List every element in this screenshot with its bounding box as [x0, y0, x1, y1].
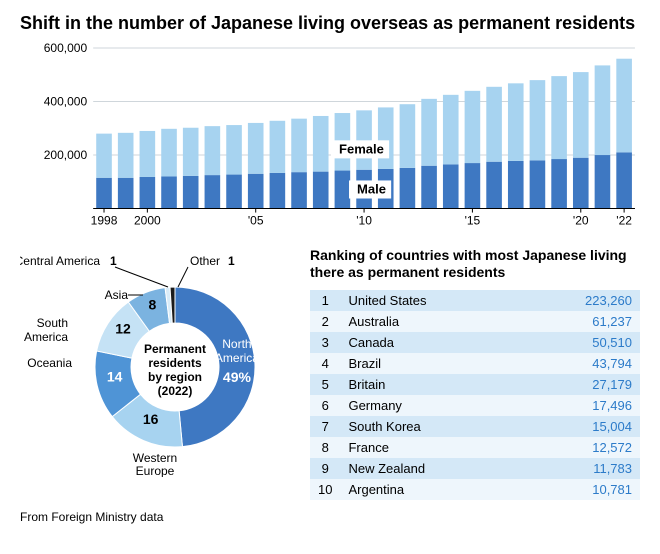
rank-cell: 8: [310, 437, 340, 458]
svg-text:12: 12: [115, 320, 131, 336]
svg-text:600,000: 600,000: [44, 43, 88, 55]
table-row: 8 France 12,572: [310, 437, 640, 458]
country-cell: United States: [340, 290, 560, 311]
svg-text:'22: '22: [616, 213, 632, 227]
svg-text:Permanent: Permanent: [144, 342, 206, 356]
ranking-table-area: Ranking of countries with most Japanese …: [310, 247, 640, 500]
svg-text:(2022): (2022): [158, 384, 193, 398]
svg-text:Male: Male: [357, 181, 386, 196]
rank-cell: 4: [310, 353, 340, 374]
svg-text:49%: 49%: [223, 369, 252, 385]
table-row: 5 Britain 27,179: [310, 374, 640, 395]
country-cell: Australia: [340, 311, 560, 332]
svg-text:1: 1: [110, 254, 117, 268]
rank-cell: 2: [310, 311, 340, 332]
svg-text:South: South: [37, 316, 68, 330]
svg-text:by region: by region: [148, 370, 202, 384]
svg-text:'20: '20: [573, 213, 589, 227]
svg-text:North: North: [222, 337, 251, 351]
value-cell: 27,179: [560, 374, 640, 395]
svg-text:200,000: 200,000: [44, 148, 88, 162]
svg-text:America: America: [24, 330, 68, 344]
ranking-title: Ranking of countries with most Japanese …: [310, 247, 640, 282]
svg-text:Oceania: Oceania: [27, 356, 72, 370]
svg-text:Europe: Europe: [136, 464, 175, 477]
page-title: Shift in the number of Japanese living o…: [20, 12, 640, 35]
rank-cell: 10: [310, 479, 340, 500]
svg-text:residents: residents: [148, 356, 202, 370]
country-cell: Germany: [340, 395, 560, 416]
value-cell: 11,783: [560, 458, 640, 479]
rank-cell: 5: [310, 374, 340, 395]
lower-row: Permanentresidentsby region(2022) 49% Nort…: [20, 247, 640, 500]
svg-text:Other: Other: [190, 254, 220, 268]
value-cell: 10,781: [560, 479, 640, 500]
table-row: 1 United States 223,260: [310, 290, 640, 311]
ranking-table: 1 United States 223,260 2 Australia 61,2…: [310, 290, 640, 500]
svg-text:America: America: [215, 351, 259, 365]
rank-cell: 3: [310, 332, 340, 353]
rank-cell: 7: [310, 416, 340, 437]
country-cell: Brazil: [340, 353, 560, 374]
bar-chart-svg: 200,000 400,000 600,000 1998 2000 '05 '10 '15 '2…: [38, 43, 640, 234]
rank-cell: 6: [310, 395, 340, 416]
svg-text:'10: '10: [356, 213, 372, 227]
value-cell: 50,510: [560, 332, 640, 353]
svg-text:Central America: Central America: [20, 254, 100, 268]
bar-chart: 200,000 400,000 600,000 1998 2000 '05 '10 '15 '2…: [38, 43, 640, 233]
infographic-container: Shift in the number of Japanese living o…: [0, 0, 660, 532]
svg-text:'15: '15: [465, 213, 481, 227]
country-cell: Canada: [340, 332, 560, 353]
svg-text:400,000: 400,000: [44, 94, 88, 108]
svg-text:16: 16: [143, 410, 159, 426]
value-cell: 15,004: [560, 416, 640, 437]
table-row: 3 Canada 50,510: [310, 332, 640, 353]
value-cell: 223,260: [560, 290, 640, 311]
table-row: 2 Australia 61,237: [310, 311, 640, 332]
table-row: 4 Brazil 43,794: [310, 353, 640, 374]
value-cell: 61,237: [560, 311, 640, 332]
svg-text:2000: 2000: [134, 213, 161, 227]
svg-text:'05: '05: [248, 213, 264, 227]
svg-text:8: 8: [148, 296, 156, 312]
country-cell: Britain: [340, 374, 560, 395]
country-cell: France: [340, 437, 560, 458]
svg-text:14: 14: [107, 368, 123, 384]
table-row: 10 Argentina 10,781: [310, 479, 640, 500]
svg-text:Western: Western: [133, 451, 177, 465]
table-row: 6 Germany 17,496: [310, 395, 640, 416]
donut-chart-svg: Permanentresidentsby region(2022) 49% Nort…: [20, 247, 300, 477]
country-cell: South Korea: [340, 416, 560, 437]
svg-text:Asia: Asia: [105, 288, 129, 302]
value-cell: 12,572: [560, 437, 640, 458]
rank-cell: 1: [310, 290, 340, 311]
svg-text:Female: Female: [339, 141, 384, 156]
svg-text:1998: 1998: [91, 213, 118, 227]
country-cell: Argentina: [340, 479, 560, 500]
value-cell: 43,794: [560, 353, 640, 374]
table-row: 7 South Korea 15,004: [310, 416, 640, 437]
source-line: From Foreign Ministry data: [20, 510, 640, 524]
rank-cell: 9: [310, 458, 340, 479]
table-row: 9 New Zealand 11,783: [310, 458, 640, 479]
country-cell: New Zealand: [340, 458, 560, 479]
svg-text:1: 1: [228, 254, 235, 268]
donut-chart: Permanentresidentsby region(2022) 49% Nort…: [20, 247, 300, 500]
value-cell: 17,496: [560, 395, 640, 416]
